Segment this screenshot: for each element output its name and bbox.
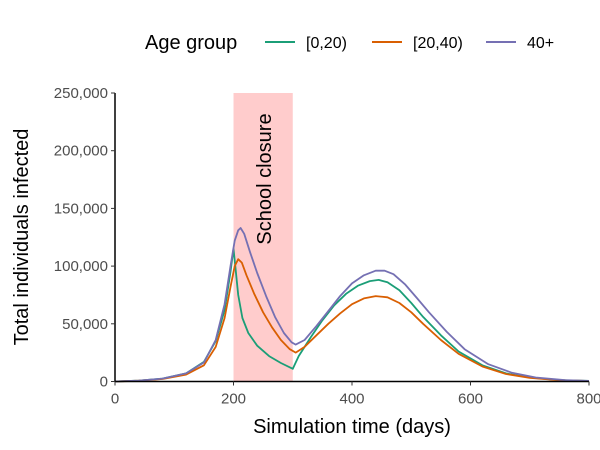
y-tick-label: 150,000 <box>54 200 108 217</box>
series-line-0 <box>114 247 590 383</box>
legend-title: Age group <box>145 32 237 54</box>
y-tick-label: 250,000 <box>54 85 108 102</box>
school-closure-region <box>233 93 293 382</box>
x-tick-label: 400 <box>339 391 364 408</box>
legend-label-1: [20,40) <box>413 35 463 52</box>
legend-label-0: [0,20) <box>306 35 347 52</box>
y-tick-label: 200,000 <box>54 143 108 160</box>
series-line-2 <box>114 227 590 383</box>
x-tick-label: 200 <box>221 391 246 408</box>
x-tick-label: 0 <box>111 391 119 408</box>
y-tick-label: 50,000 <box>62 316 108 333</box>
x-tick-label: 600 <box>458 391 483 408</box>
legend: Age group [0,20) [20,40) 40+ <box>145 32 554 54</box>
y-tick-label: 0 <box>100 374 108 391</box>
x-axis-title: Simulation time (days) <box>253 416 451 438</box>
school-closure-label: School closure <box>254 113 276 244</box>
series-line-1 <box>114 258 590 383</box>
x-tick-label: 800 <box>576 391 600 408</box>
y-axis-title: Total individuals infected <box>11 129 33 346</box>
y-tick-label: 100,000 <box>54 258 108 275</box>
legend-label-2: 40+ <box>527 35 554 52</box>
